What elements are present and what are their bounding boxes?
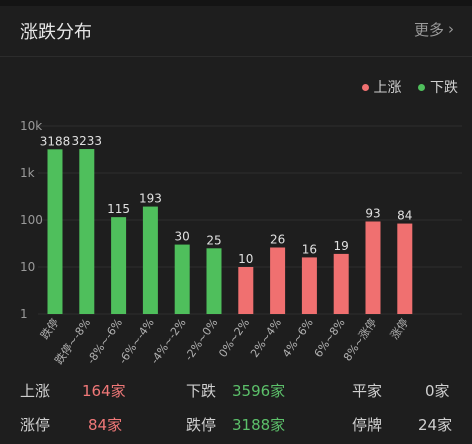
- bar-value-label: 10: [238, 252, 253, 266]
- bar-value-label: 84: [397, 209, 412, 223]
- bar-value-label: 93: [365, 206, 380, 220]
- bar: [79, 149, 95, 314]
- category-label: 2%~4%: [248, 316, 284, 360]
- category-label: 跌停: [37, 316, 61, 342]
- chart-legend: 上涨 下跌: [350, 77, 458, 97]
- panel-header: 涨跌分布 更多 ›: [0, 6, 472, 56]
- bar-value-label: 26: [270, 232, 285, 246]
- limit-up-value: 84家: [88, 416, 123, 434]
- distribution-chart: 10k1k1001013188跌停3233跌停~-8%115-8%~-6%193…: [20, 119, 462, 367]
- bar-value-label: 193: [139, 192, 162, 206]
- more-link[interactable]: 更多: [413, 21, 444, 39]
- category-label: 0%~2%: [216, 316, 252, 360]
- limit-down-value: 3188家: [232, 416, 286, 434]
- limit-up-label: 涨停: [20, 416, 51, 434]
- legend-up-label: 上涨: [373, 80, 402, 96]
- y-tick-label: 10k: [20, 119, 42, 133]
- halt-label: 停牌: [352, 416, 383, 434]
- chevron-right-icon[interactable]: ›: [448, 20, 454, 38]
- flat-value: 0家: [425, 382, 450, 400]
- bar-value-label: 3233: [72, 134, 103, 148]
- bar-value-label: 25: [206, 233, 221, 247]
- bar: [174, 244, 190, 314]
- y-tick-label: 10: [20, 260, 35, 274]
- legend-up-dot: [361, 83, 369, 91]
- legend-up: 上涨: [361, 80, 402, 96]
- y-tick-label: 1: [20, 307, 28, 321]
- bar-value-label: 115: [107, 202, 130, 216]
- bar: [111, 217, 127, 314]
- bar: [206, 248, 222, 314]
- bar: [301, 257, 317, 314]
- fall-value: 3596家: [232, 382, 286, 400]
- bar-value-label: 30: [175, 230, 190, 244]
- bar: [238, 267, 254, 314]
- legend-down: 下跌: [418, 80, 458, 96]
- bar-value-label: 19: [334, 239, 349, 253]
- bar: [270, 247, 286, 314]
- header-divider: [0, 56, 472, 57]
- panel-title: 涨跌分布: [20, 22, 92, 43]
- y-tick-label: 100: [20, 213, 43, 227]
- flat-label: 平家: [352, 382, 383, 400]
- category-label: 涨停: [387, 316, 411, 342]
- y-tick-label: 1k: [20, 166, 35, 180]
- limit-down-label: 跌停: [186, 416, 217, 434]
- legend-down-dot: [418, 83, 425, 91]
- rise-value: 164家: [82, 382, 126, 400]
- bar: [333, 253, 349, 314]
- legend-down-label: 下跌: [430, 80, 458, 96]
- bar: [397, 223, 413, 314]
- rise-label: 上涨: [20, 382, 51, 400]
- bar-value-label: 3188: [40, 134, 71, 148]
- bar: [47, 149, 63, 314]
- bar: [365, 221, 381, 314]
- halt-value: 24家: [418, 416, 453, 434]
- stats-panel: 上涨 164家 下跌 3596家 平家 0家 涨停 84家 跌停 3188家 停…: [0, 368, 472, 444]
- category-label: 4%~6%: [280, 316, 316, 360]
- fall-label: 下跌: [186, 382, 217, 400]
- bar-value-label: 16: [302, 242, 317, 256]
- bar: [142, 206, 158, 314]
- top-divider: [0, 0, 472, 6]
